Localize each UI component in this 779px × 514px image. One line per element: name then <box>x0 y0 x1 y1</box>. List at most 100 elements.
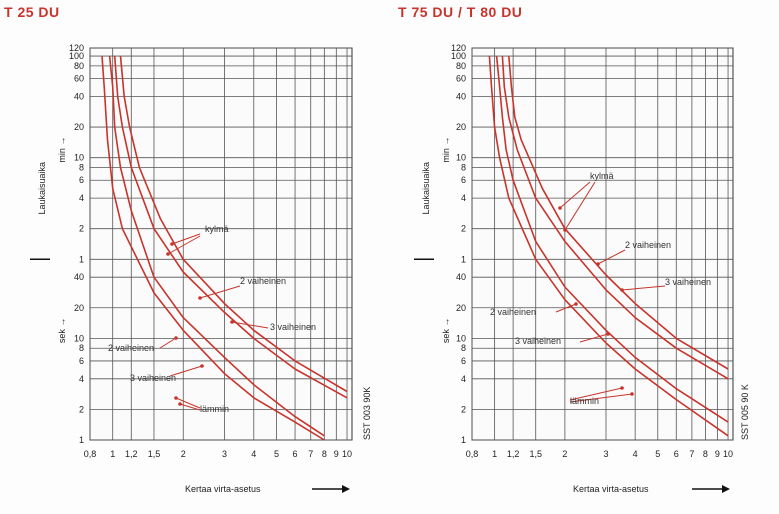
x-tick-label: 3 <box>603 449 608 459</box>
x-tick-label: 1,5 <box>148 449 161 459</box>
annotation-arrow <box>169 365 203 377</box>
x-tick-label: 1 <box>110 449 115 459</box>
series-curve-1 <box>501 55 729 380</box>
chart-title-left: T 25 DU <box>4 4 60 20</box>
chart-2: 0,8 1 1,2 1,5 2 3 4 5 6 7 8 9 1012010080604020108642… <box>414 43 750 494</box>
y-tick-label-min: 4 <box>461 193 466 203</box>
y-tick-label-sec: 20 <box>74 303 84 313</box>
y-tick-label-sec: 40 <box>456 272 466 282</box>
annotation-arrowhead <box>166 252 170 256</box>
y-tick-label-sec: 6 <box>461 356 466 366</box>
x-tick-label: 10 <box>342 449 352 459</box>
y-tick-label-min: 40 <box>74 91 84 101</box>
y-unit-sec: sek → <box>57 318 67 344</box>
y-tick-label-min: 60 <box>456 74 466 84</box>
annotation-arrow <box>564 181 596 231</box>
annotation-arrowhead <box>630 392 634 396</box>
x-tick-label: 6 <box>674 449 679 459</box>
annotation-arrowhead <box>596 262 600 266</box>
x-tick-label: 5 <box>274 449 279 459</box>
series-curve-3 <box>101 55 325 441</box>
annotation-arrow <box>159 337 177 349</box>
x-tick-label: 1 <box>492 449 497 459</box>
x-tick-label: 7 <box>689 449 694 459</box>
x-axis-title: Kertaa virta-asetus <box>573 484 649 494</box>
annotation-arrow <box>579 333 609 343</box>
annotation-arrow <box>597 249 626 265</box>
series-curve-1 <box>113 55 348 399</box>
x-tick-label: 4 <box>251 449 256 459</box>
x-tick-label: 6 <box>293 449 298 459</box>
y-tick-label-sec: 8 <box>79 343 84 353</box>
y-tick-label-sec: 10 <box>74 333 84 343</box>
annotation-label: 2 vaiheinen <box>240 276 286 286</box>
annotation-arrowhead <box>620 386 624 390</box>
x-tick-label: 1,2 <box>507 449 520 459</box>
annotation-label: lämmin <box>570 396 599 406</box>
y-tick-label-min: 6 <box>79 175 84 185</box>
plot-area <box>89 47 353 441</box>
x-tick-label: 1,5 <box>529 449 542 459</box>
annotation-arrow <box>231 321 269 329</box>
series-curve-4 <box>495 55 729 423</box>
x-tick-label: 3 <box>222 449 227 459</box>
annotation-label: 3 vaiheinen <box>130 373 176 383</box>
annotation-label: 2 vaiheinen <box>625 240 671 250</box>
y-tick-label-min: 100 <box>69 51 84 61</box>
annotation-label: 2 vaiheinen <box>108 343 154 353</box>
y-tick-label-sec: 4 <box>461 374 466 384</box>
annotation-arrowhead <box>230 320 234 324</box>
y-tick-label-sec: 2 <box>79 404 84 414</box>
y-tick-label-min: 8 <box>461 163 466 173</box>
x-tick-label: 2 <box>181 449 186 459</box>
annotation-arrow <box>167 235 201 255</box>
y-tick-label-min: 120 <box>69 43 84 53</box>
x-tick-label: 9 <box>334 449 339 459</box>
y-unit-min: min → <box>57 137 67 163</box>
x-axis-arrowhead <box>342 485 350 493</box>
series-curve-3 <box>488 55 729 437</box>
x-tick-label: 1,2 <box>125 449 138 459</box>
annotation-label: kylmä <box>590 171 614 181</box>
figure-code: SST 003 90K <box>362 387 372 440</box>
annotation-arrow <box>175 397 201 409</box>
y-tick-label-sec: 1 <box>461 435 466 445</box>
annotation-arrow <box>179 403 201 411</box>
x-tick-label: 0,8 <box>84 449 97 459</box>
y-axis-title: Laukaisuaika <box>37 162 47 215</box>
annotation-arrow <box>555 303 577 313</box>
y-tick-label-min: 2 <box>461 224 466 234</box>
annotation-arrowhead <box>620 288 624 292</box>
y-tick-label-sec: 1 <box>79 435 84 445</box>
x-tick-label: 9 <box>715 449 720 459</box>
y-unit-min: min → <box>441 137 451 163</box>
annotation-arrow <box>569 393 633 403</box>
annotation-arrow <box>569 387 623 401</box>
y-tick-label-sec: 20 <box>456 303 466 313</box>
x-tick-label: 7 <box>308 449 313 459</box>
y-tick-label-min: 10 <box>74 153 84 163</box>
x-axis-arrowhead <box>722 485 730 493</box>
y-tick-label-sec: 40 <box>74 272 84 282</box>
annotation-arrow <box>559 181 591 209</box>
x-tick-label: 2 <box>562 449 567 459</box>
x-tick-label: 8 <box>703 449 708 459</box>
annotation-arrow <box>199 285 241 299</box>
annotation-label: 2 vaiheinen <box>490 307 536 317</box>
annotation-arrowhead <box>198 296 202 300</box>
y-tick-label-min: 80 <box>456 61 466 71</box>
annotation-label: lämmin <box>200 404 229 414</box>
y-tick-label-min: 2 <box>79 224 84 234</box>
x-tick-label: 5 <box>655 449 660 459</box>
chart-title-right: T 75 DU / T 80 DU <box>398 4 523 20</box>
y-tick-label-min: 60 <box>74 74 84 84</box>
figure-code: SST 005 90 K <box>740 384 750 440</box>
y-tick-label-min: 1 <box>79 254 84 264</box>
x-tick-label: 8 <box>322 449 327 459</box>
annotation-arrowhead <box>606 332 610 336</box>
annotation-arrowhead <box>558 206 562 210</box>
y-tick-label-min: 100 <box>451 51 466 61</box>
annotation-arrowhead <box>574 302 578 306</box>
series-curve-4 <box>108 55 325 437</box>
